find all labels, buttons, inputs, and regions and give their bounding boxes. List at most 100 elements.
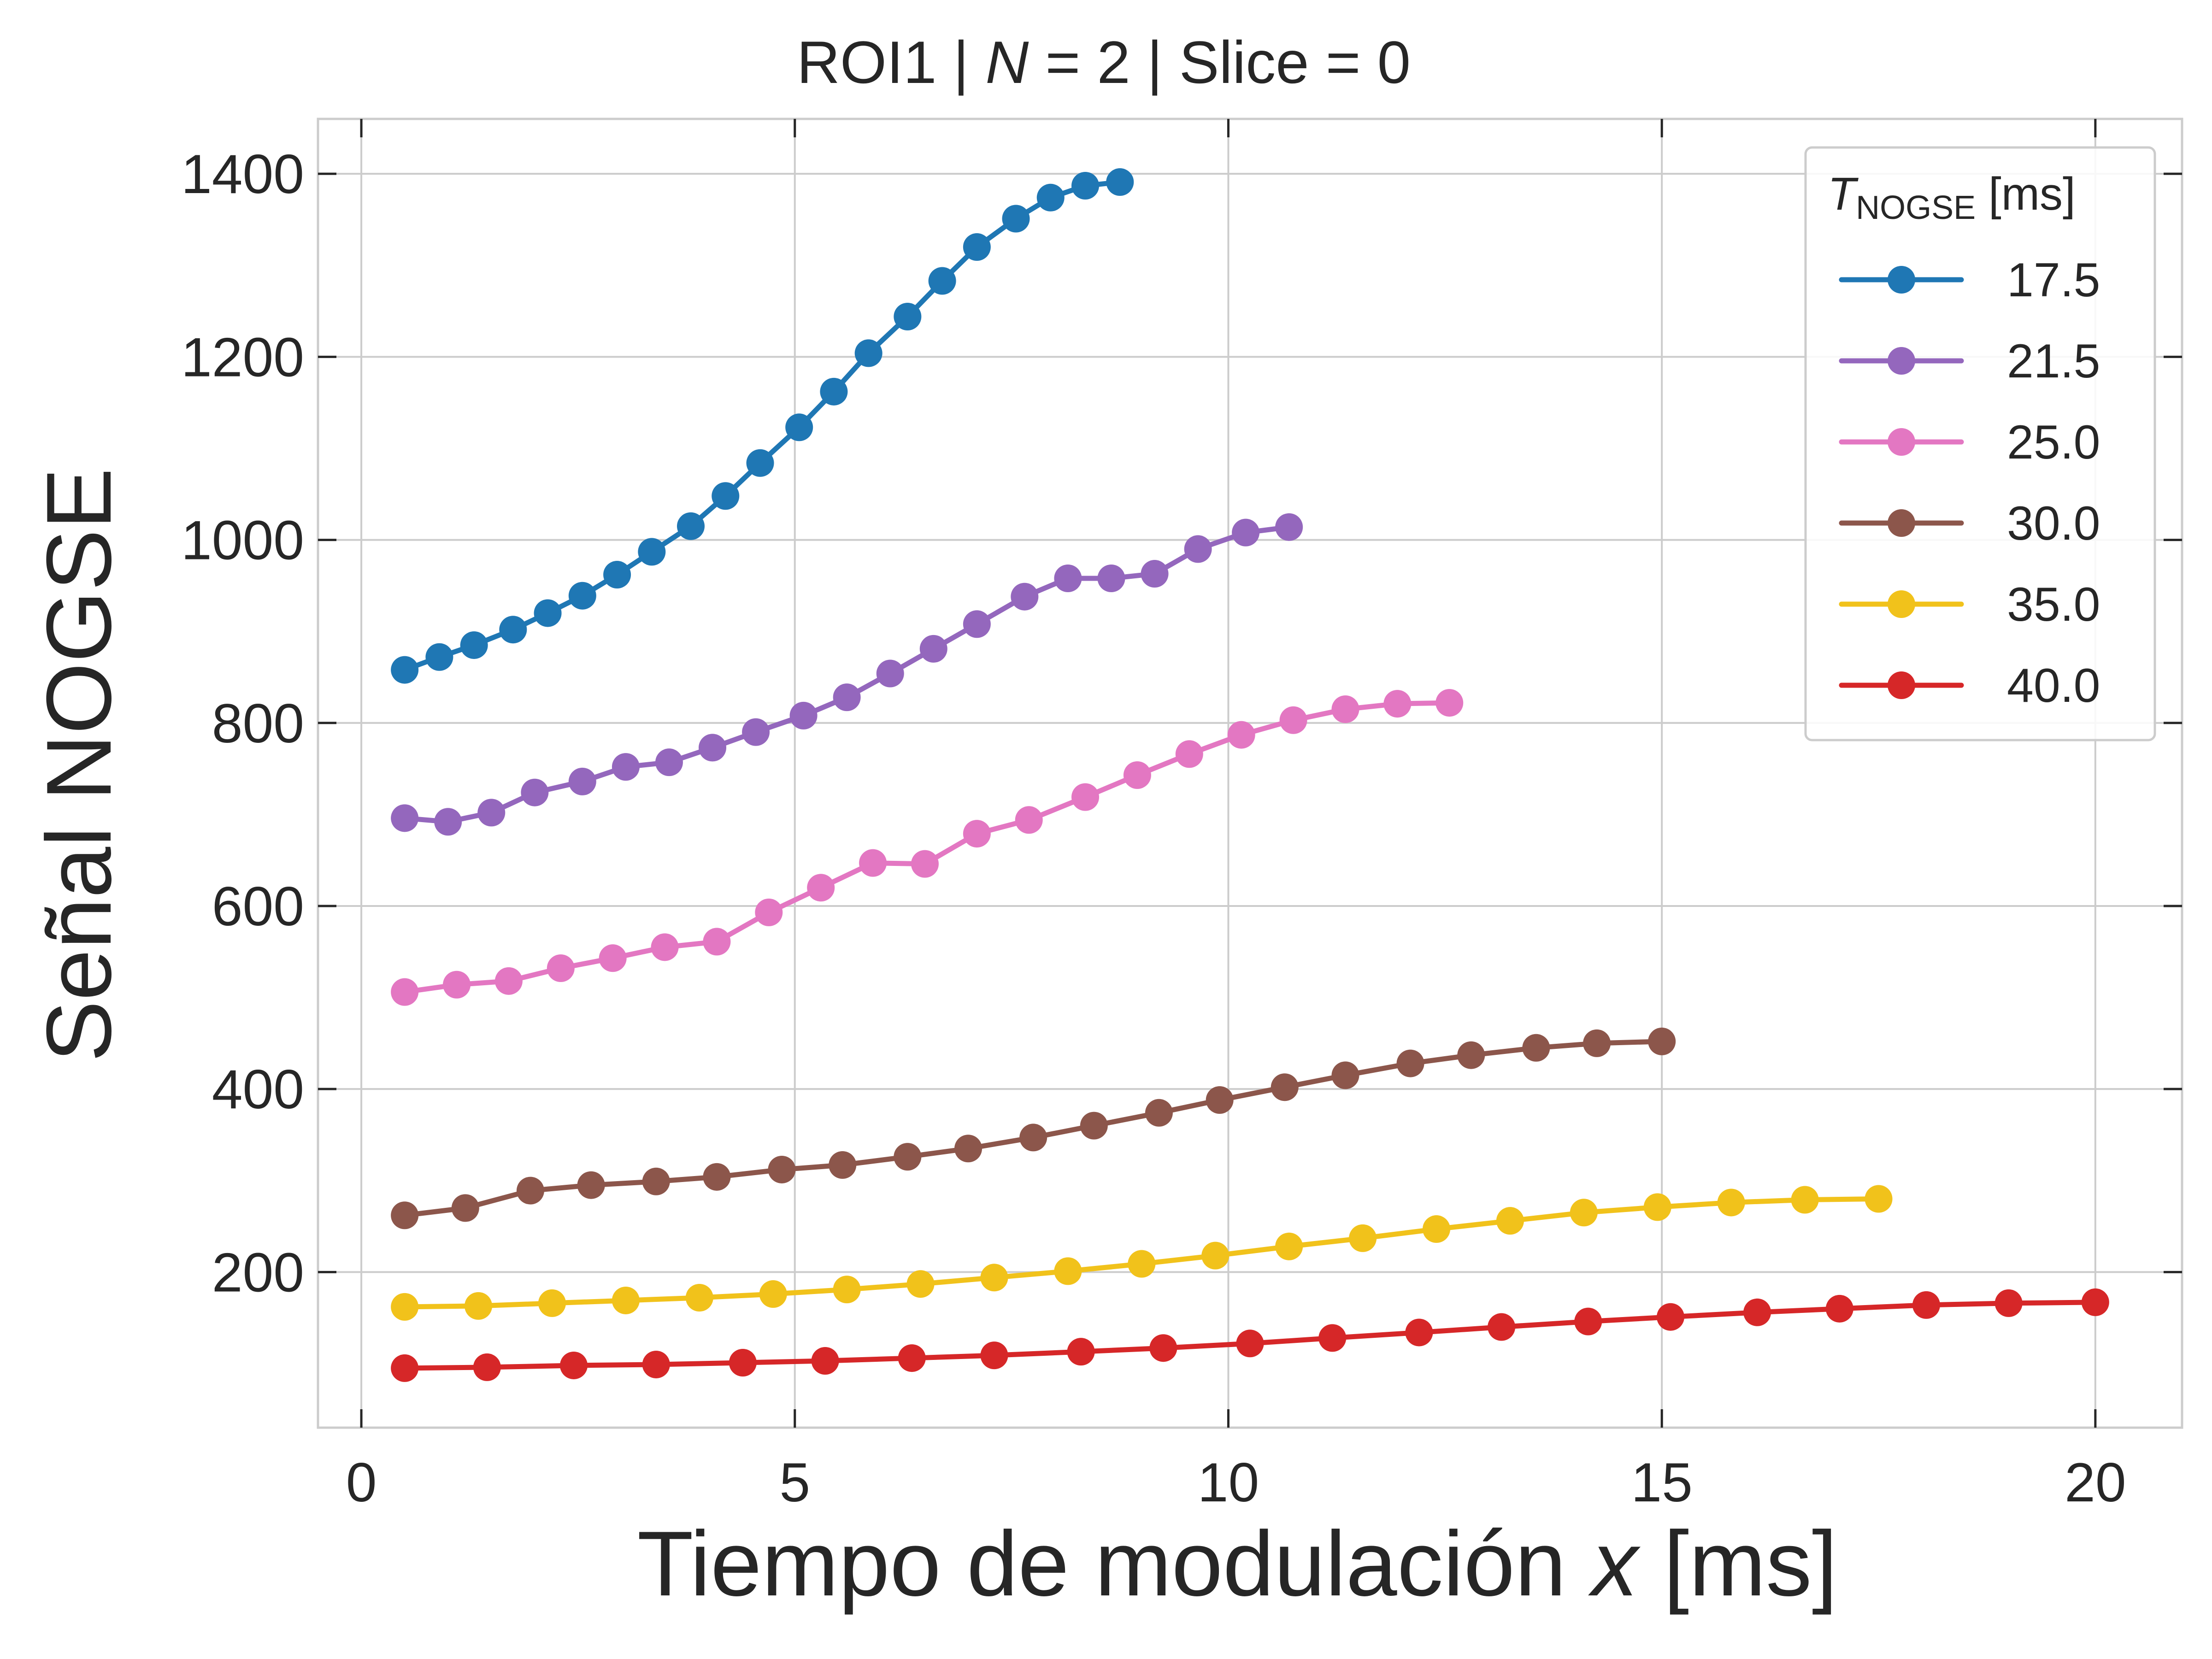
data-point bbox=[919, 635, 947, 663]
data-point bbox=[1054, 1257, 1082, 1285]
data-point bbox=[1011, 582, 1039, 611]
data-point bbox=[677, 512, 705, 540]
series-30.0 bbox=[391, 1027, 1676, 1230]
legend-label: 17.5 bbox=[2007, 253, 2100, 307]
data-point bbox=[391, 656, 419, 684]
data-point bbox=[1656, 1303, 1684, 1331]
data-point bbox=[1318, 1324, 1347, 1352]
data-point bbox=[1349, 1224, 1377, 1252]
data-point bbox=[928, 267, 956, 295]
legend: TNOGSE [ms] 17.5 21.5 25.0 30.0 35.0 40.0 bbox=[1804, 146, 2156, 741]
data-point bbox=[963, 820, 991, 848]
data-point bbox=[599, 944, 627, 972]
legend-item: 35.0 bbox=[1839, 578, 2100, 631]
series-25.0 bbox=[391, 689, 1464, 1006]
axis-ticks: 0 5 10 15 20 200 400 600 800 1000 1200 1400 bbox=[181, 119, 2182, 1513]
series-35.0 bbox=[391, 1185, 1893, 1321]
data-point bbox=[1019, 1124, 1047, 1152]
data-point bbox=[473, 1353, 501, 1381]
data-point bbox=[425, 643, 453, 671]
data-point bbox=[742, 718, 770, 746]
data-point bbox=[1071, 783, 1100, 811]
legend-label: 30.0 bbox=[2007, 497, 2100, 550]
data-point bbox=[1405, 1318, 1433, 1347]
data-point bbox=[1054, 564, 1082, 592]
data-point bbox=[534, 599, 562, 627]
legend-marker bbox=[1888, 266, 1915, 294]
legend-label: 40.0 bbox=[2007, 659, 2100, 712]
data-point bbox=[568, 767, 596, 795]
data-point bbox=[1396, 1049, 1424, 1077]
data-point bbox=[443, 971, 471, 999]
data-point bbox=[1994, 1289, 2023, 1317]
data-point bbox=[729, 1348, 757, 1377]
series-layer bbox=[391, 168, 2109, 1382]
legend-marker bbox=[1888, 347, 1915, 375]
x-tick-label: 10 bbox=[1198, 1452, 1259, 1513]
data-point bbox=[612, 1286, 640, 1314]
data-point bbox=[1865, 1185, 1893, 1213]
data-point bbox=[1128, 1250, 1156, 1278]
data-point bbox=[460, 631, 488, 659]
data-point bbox=[638, 538, 666, 566]
y-tick-label: 800 bbox=[212, 693, 304, 754]
data-point bbox=[1383, 690, 1412, 718]
data-point bbox=[963, 233, 991, 261]
data-point bbox=[603, 561, 631, 589]
x-tick-label: 20 bbox=[2065, 1452, 2126, 1513]
data-point bbox=[1423, 1215, 1450, 1243]
data-point bbox=[1236, 1330, 1264, 1358]
series-17.5 bbox=[391, 168, 1134, 684]
data-point bbox=[954, 1135, 982, 1163]
data-point bbox=[1145, 1099, 1173, 1127]
data-point bbox=[655, 748, 683, 777]
data-point bbox=[1002, 205, 1030, 233]
y-tick-label: 1200 bbox=[181, 326, 304, 388]
data-point bbox=[755, 898, 783, 926]
legend-item: 21.5 bbox=[1839, 335, 2100, 388]
data-point bbox=[911, 850, 939, 878]
data-point bbox=[538, 1289, 566, 1317]
data-point bbox=[391, 804, 419, 832]
data-point bbox=[642, 1167, 670, 1195]
data-point bbox=[1279, 706, 1307, 734]
x-axis-label: Tiempo de modulación x [ms] bbox=[637, 1512, 1838, 1615]
data-point bbox=[1331, 695, 1359, 723]
data-point bbox=[1643, 1193, 1671, 1221]
y-tick-label: 1000 bbox=[181, 510, 304, 571]
y-tick-label: 600 bbox=[212, 876, 304, 937]
series-40.0 bbox=[391, 1288, 2109, 1382]
data-point bbox=[1206, 1086, 1234, 1114]
data-point bbox=[1825, 1294, 1853, 1323]
y-axis-label: Señal NOGSE bbox=[28, 468, 130, 1062]
data-point bbox=[807, 874, 835, 902]
data-point bbox=[1275, 513, 1303, 541]
data-point bbox=[1175, 740, 1203, 768]
data-point bbox=[1097, 564, 1125, 592]
plot-frame bbox=[317, 118, 2183, 1429]
data-point bbox=[1141, 560, 1169, 588]
legend-title: TNOGSE [ms] bbox=[1828, 168, 2076, 226]
data-point bbox=[494, 967, 523, 995]
legend-item: 30.0 bbox=[1839, 497, 2100, 550]
data-point bbox=[703, 928, 731, 956]
legend-label: 35.0 bbox=[2007, 578, 2100, 631]
data-point bbox=[833, 683, 861, 712]
data-point bbox=[1184, 535, 1212, 563]
legend-item: 25.0 bbox=[1839, 416, 2100, 469]
data-point bbox=[651, 933, 679, 961]
series-21.5 bbox=[391, 513, 1303, 836]
legend-items: 17.5 21.5 25.0 30.0 35.0 40.0 bbox=[1839, 253, 2100, 712]
data-point bbox=[712, 482, 740, 510]
legend-item: 40.0 bbox=[1839, 659, 2100, 712]
data-point bbox=[391, 1293, 419, 1321]
data-point bbox=[759, 1280, 787, 1308]
data-point bbox=[1457, 1041, 1485, 1069]
data-point bbox=[521, 778, 549, 806]
y-tick-label: 1400 bbox=[181, 143, 304, 205]
x-tick-label: 15 bbox=[1631, 1452, 1692, 1513]
data-point bbox=[1275, 1232, 1303, 1260]
data-point bbox=[1496, 1207, 1524, 1235]
data-point bbox=[1331, 1061, 1359, 1089]
